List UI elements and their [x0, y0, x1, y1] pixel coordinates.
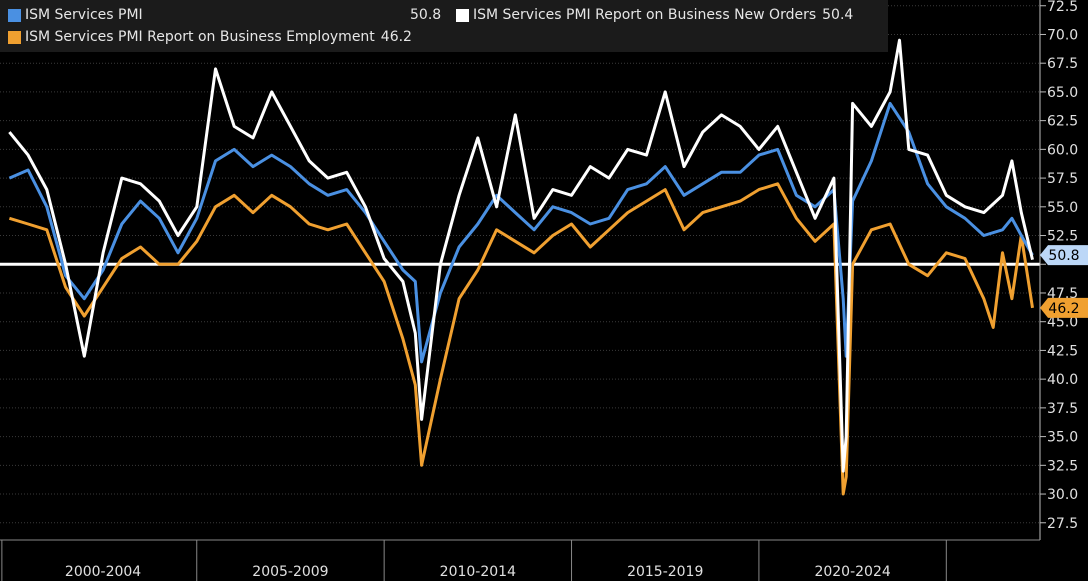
y-tick-label: 65.0	[1047, 85, 1078, 101]
y-tick-label: 45.0	[1047, 315, 1078, 331]
legend-swatch-orange	[8, 30, 21, 44]
y-tick-label: 37.5	[1047, 401, 1078, 417]
legend-swatch-white	[456, 8, 469, 22]
y-tick-label: 27.5	[1047, 516, 1078, 532]
x-period-label: 2020-2024	[814, 564, 890, 580]
y-tick-label: 30.0	[1047, 487, 1078, 503]
y-tick-label: 42.5	[1047, 343, 1078, 359]
y-tick-label: 52.5	[1047, 229, 1078, 245]
last-value-tag	[1040, 297, 1088, 318]
y-tick-label: 67.5	[1047, 56, 1078, 72]
y-tick-label: 60.0	[1047, 142, 1078, 158]
legend: ISM Services PMI 50.8 ISM Services PMI R…	[0, 0, 888, 52]
y-tick-label: 35.0	[1047, 430, 1078, 446]
x-period-label: 2005-2009	[252, 564, 328, 580]
legend-item-new-orders[interactable]: ISM Services PMI Report on Business New …	[456, 4, 853, 26]
series-lines	[8, 38, 1034, 496]
legend-label: ISM Services PMI Report on Business New …	[473, 7, 817, 23]
y-tick-label: 55.0	[1047, 200, 1078, 216]
last-value-tag-label: 50.8	[1048, 248, 1079, 264]
y-tick-label: 70.0	[1047, 27, 1078, 43]
legend-item-ism-services-pmi[interactable]: ISM Services PMI	[8, 4, 143, 26]
x-period-label: 2010-2014	[440, 564, 516, 580]
legend-value: 50.4	[822, 7, 854, 23]
x-period-label: 2015-2019	[627, 564, 703, 580]
last-value-tag-label: 46.2	[1048, 301, 1079, 317]
y-tick-label: 32.5	[1047, 458, 1078, 474]
x-period-label: 2000-2004	[65, 564, 141, 580]
legend-swatch-blue	[8, 8, 21, 22]
legend-value: 46.2	[380, 29, 412, 45]
y-tick-label: 72.5	[1047, 0, 1078, 15]
series-line	[8, 101, 1034, 364]
y-tick-label: 62.5	[1047, 114, 1078, 130]
y-tick-label: 40.0	[1047, 372, 1078, 388]
last-value-tags: 50.8 46.2	[1040, 245, 1088, 318]
legend-label: ISM Services PMI	[25, 7, 143, 23]
x-axis: 2000-2004 2005-2009 2010-2014 2015-2019 2020…	[0, 539, 1040, 581]
legend-value: 50.8	[410, 7, 442, 23]
series-line	[8, 38, 1034, 473]
y-axis: 27.530.032.535.037.540.042.545.047.552.5…	[1039, 0, 1078, 540]
legend-item-employment[interactable]: ISM Services PMI Report on Business Empl…	[8, 26, 412, 48]
last-value-tag	[1040, 245, 1088, 266]
legend-label: ISM Services PMI Report on Business Empl…	[25, 29, 375, 45]
series-line	[8, 182, 1034, 496]
y-tick-label: 57.5	[1047, 171, 1078, 187]
